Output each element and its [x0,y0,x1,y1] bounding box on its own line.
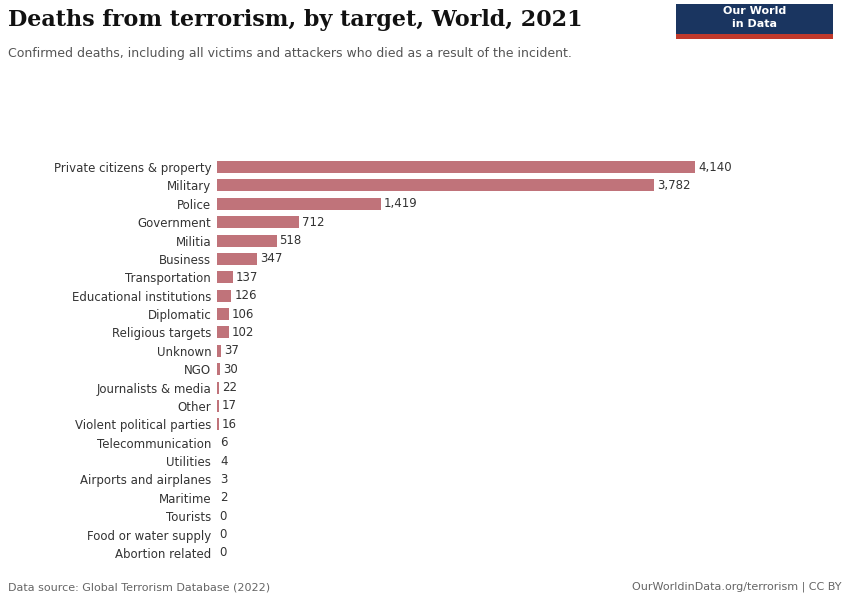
Text: 16: 16 [222,418,236,431]
Text: 106: 106 [232,308,254,320]
Bar [217,290,231,302]
Text: Confirmed deaths, including all victims and attackers who died as a result of th: Confirmed deaths, including all victims … [8,47,572,60]
Text: 518: 518 [280,234,302,247]
Bar [217,271,233,283]
Text: 712: 712 [302,215,325,229]
Text: 22: 22 [222,381,237,394]
Text: 126: 126 [235,289,257,302]
Bar [217,198,381,210]
Text: 6: 6 [220,436,228,449]
Text: 0: 0 [219,510,227,523]
Text: 37: 37 [224,344,239,358]
Bar [217,161,695,173]
Text: 0: 0 [219,547,227,559]
Text: 3,782: 3,782 [657,179,690,192]
Bar [217,382,219,394]
Text: OurWorldinData.org/terrorism | CC BY: OurWorldinData.org/terrorism | CC BY [632,582,842,592]
Bar [217,179,654,191]
Text: 4: 4 [220,455,228,467]
Bar [217,400,218,412]
Bar [217,216,299,228]
Bar [217,308,229,320]
Bar [217,326,229,338]
Text: 4,140: 4,140 [698,161,732,173]
Text: Data source: Global Terrorism Database (2022): Data source: Global Terrorism Database (… [8,582,270,592]
Text: 30: 30 [223,362,238,376]
Bar [217,345,221,357]
Bar [217,253,257,265]
Bar [217,418,218,430]
Text: 2: 2 [220,491,227,505]
Text: 3: 3 [220,473,227,486]
Text: 102: 102 [231,326,254,339]
Text: 1,419: 1,419 [383,197,417,210]
Text: Deaths from terrorism, by target, World, 2021: Deaths from terrorism, by target, World,… [8,9,583,31]
Bar [217,235,276,247]
Text: 0: 0 [219,528,227,541]
Text: Our World
in Data: Our World in Data [722,6,786,29]
Text: 347: 347 [260,253,282,265]
Bar [217,363,220,375]
Text: 17: 17 [222,400,236,412]
Text: 137: 137 [235,271,258,284]
